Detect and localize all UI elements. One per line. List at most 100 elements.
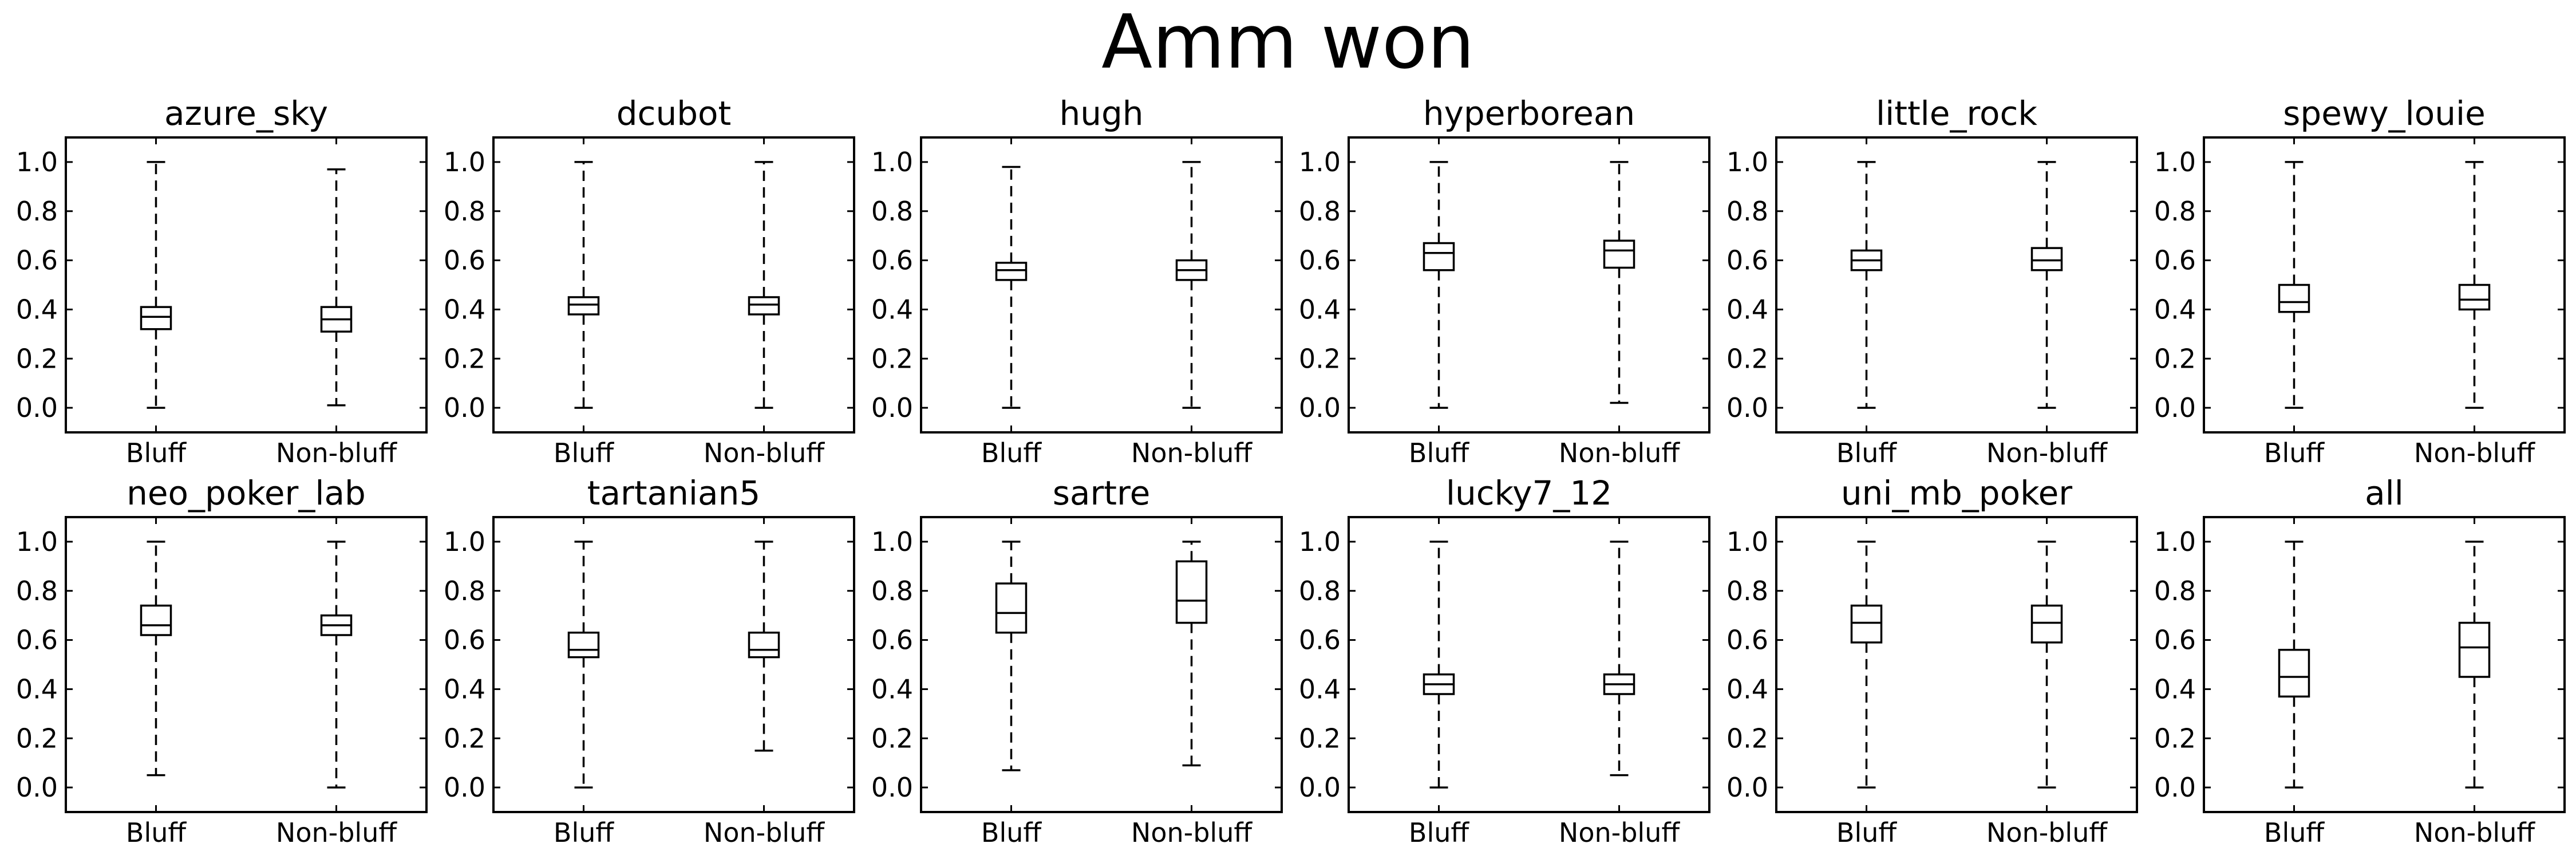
- panel-frame: [920, 516, 1283, 813]
- x-tick-label: Bluff: [2264, 438, 2325, 468]
- y-tick-label: 0.6: [16, 245, 58, 276]
- y-tick-label: 0.2: [1726, 343, 1768, 374]
- y-tick-label: 0.4: [1299, 673, 1341, 704]
- panels-grid: azure_sky 0.0 0.2 0.4 0.6 0.8 1.0 Bluff Non-bluf…: [16, 94, 2566, 848]
- y-tick-label: 1.0: [871, 526, 913, 557]
- iqr-box: [1603, 239, 1635, 269]
- y-tick-label: 0.6: [1726, 625, 1768, 656]
- y-tick-label: 0.4: [16, 673, 58, 704]
- y-tick-label: 0.2: [2154, 723, 2196, 754]
- iqr-box: [995, 582, 1028, 634]
- box-non-bluff: [2458, 161, 2491, 409]
- panel-hyperborean: hyperborean 0.0 0.2 0.4 0.6 0.8 1.0 Bluff Non-bl…: [1299, 94, 1710, 468]
- box-bluff: [1850, 541, 1883, 789]
- iqr-box: [2030, 604, 2063, 644]
- panel-frame: [1775, 516, 2138, 813]
- y-tick-label: 0.0: [871, 772, 913, 803]
- x-tick-label: Bluff: [1409, 817, 1469, 848]
- x-tick-label: Bluff: [126, 817, 187, 848]
- x-tick-label: Bluff: [126, 438, 187, 468]
- y-tick-label: 0.8: [444, 576, 485, 606]
- box-bluff: [140, 161, 172, 409]
- x-tick-label: Non-bluff: [1986, 438, 2108, 468]
- y-tick-label: 0.8: [1726, 576, 1768, 606]
- panel-title: spewy_louie: [2283, 94, 2486, 133]
- y-tick-label: 0.4: [444, 294, 485, 325]
- y-tick-label: 0.4: [444, 673, 485, 704]
- y-tick-label: 0.0: [1726, 392, 1768, 423]
- y-tick-label: 0.2: [1299, 723, 1341, 754]
- x-tick-label: Non-bluff: [1986, 817, 2108, 848]
- panel-frame: [1348, 136, 1710, 434]
- panel-azure_sky: azure_sky 0.0 0.2 0.4 0.6 0.8 1.0 Bluff Non-bluf…: [16, 94, 428, 468]
- panel-uni_mb_poker: uni_mb_poker 0.0 0.2 0.4 0.6 0.8 1.0 Bluff Non-b…: [1726, 474, 2138, 848]
- x-tick-label: Bluff: [981, 438, 1042, 468]
- y-tick-label: 0.6: [16, 625, 58, 656]
- panel-frame: [65, 136, 428, 434]
- panel-tartanian5: tartanian5 0.0 0.2 0.4 0.6 0.8 1.0 Bluff Non-blu…: [444, 474, 855, 848]
- box-bluff: [2278, 541, 2310, 789]
- x-tick-label: Non-bluff: [704, 438, 825, 468]
- y-tick-label: 0.0: [2154, 772, 2196, 803]
- box-bluff: [995, 166, 1028, 409]
- box-bluff: [567, 541, 600, 789]
- box-non-bluff: [2458, 541, 2491, 789]
- y-tick-label: 0.0: [1299, 772, 1341, 803]
- panel-title: neo_poker_lab: [127, 474, 366, 513]
- panel-dcubot: dcubot 0.0 0.2 0.4 0.6 0.8 1.0 Bluff Non-bluff: [444, 94, 855, 468]
- iqr-box: [2278, 649, 2310, 698]
- y-tick-label: 0.4: [1726, 294, 1768, 325]
- iqr-box: [2030, 247, 2063, 271]
- panel-frame: [2203, 136, 2566, 434]
- x-tick-label: Non-bluff: [276, 438, 397, 468]
- x-tick-label: Non-bluff: [1559, 817, 1680, 848]
- box-non-bluff: [320, 168, 353, 407]
- box-bluff: [1423, 541, 1455, 789]
- x-tick-label: Bluff: [2264, 817, 2325, 848]
- panel-title: hyperborean: [1423, 94, 1635, 133]
- panel-all: all 0.0 0.2 0.4 0.6 0.8 1.0 Bluff Non-bluff: [2154, 474, 2566, 848]
- y-tick-label: 0.4: [871, 673, 913, 704]
- panel-hugh: hugh 0.0 0.2 0.4 0.6 0.8 1.0 Bluff Non-bluff: [871, 94, 1283, 468]
- y-tick-label: 0.4: [2154, 294, 2196, 325]
- panel-title: all: [2365, 474, 2404, 513]
- x-tick-label: Bluff: [1836, 817, 1897, 848]
- panel-title: hugh: [1059, 94, 1143, 133]
- y-tick-label: 0.0: [1726, 772, 1768, 803]
- y-tick-label: 1.0: [16, 147, 58, 178]
- y-tick-label: 1.0: [871, 147, 913, 178]
- x-tick-label: Non-bluff: [2414, 438, 2535, 468]
- panel-sartre: sartre 0.0 0.2 0.4 0.6 0.8 1.0 Bluff Non-bluff: [871, 474, 1283, 848]
- x-tick-label: Bluff: [1409, 438, 1469, 468]
- y-tick-label: 0.8: [871, 196, 913, 227]
- y-tick-label: 0.4: [1726, 673, 1768, 704]
- y-tick-label: 0.0: [1299, 392, 1341, 423]
- y-tick-label: 0.2: [16, 723, 58, 754]
- iqr-box: [748, 631, 780, 659]
- y-tick-label: 1.0: [2154, 526, 2196, 557]
- box-bluff: [567, 161, 600, 409]
- y-tick-label: 0.8: [2154, 576, 2196, 606]
- box-non-bluff: [2030, 541, 2063, 789]
- iqr-box: [2458, 283, 2491, 311]
- y-tick-label: 0.6: [1299, 245, 1341, 276]
- iqr-box: [2458, 621, 2491, 678]
- y-tick-label: 0.8: [2154, 196, 2196, 227]
- x-tick-label: Bluff: [554, 438, 614, 468]
- panel-frame: [492, 136, 855, 434]
- figure-title: Amm won: [1101, 0, 1475, 85]
- x-tick-label: Non-bluff: [1131, 817, 1253, 848]
- panel-frame: [1775, 136, 2138, 434]
- box-non-bluff: [1175, 541, 1208, 767]
- iqr-box: [748, 296, 780, 316]
- y-tick-label: 0.6: [2154, 245, 2196, 276]
- y-tick-label: 0.8: [1299, 576, 1341, 606]
- panel-frame: [1348, 516, 1710, 813]
- box-non-bluff: [320, 541, 353, 789]
- y-tick-label: 0.2: [444, 343, 485, 374]
- y-tick-label: 0.6: [1726, 245, 1768, 276]
- y-tick-label: 0.2: [2154, 343, 2196, 374]
- panel-spewy_louie: spewy_louie 0.0 0.2 0.4 0.6 0.8 1.0 Bluff Non-bl…: [2154, 94, 2566, 468]
- x-tick-label: Non-bluff: [2414, 817, 2535, 848]
- y-tick-label: 1.0: [444, 526, 485, 557]
